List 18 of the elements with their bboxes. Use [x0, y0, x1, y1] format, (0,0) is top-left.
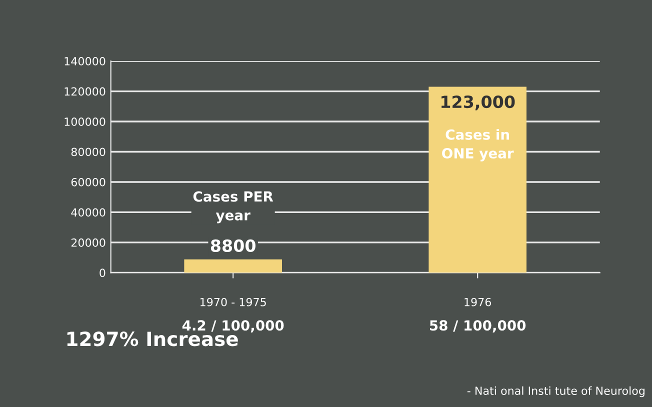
text: 58 / 100,000: [430, 320, 526, 332]
text: 4.2 / 100,000: [182, 320, 284, 332]
y-tick-label: 60000: [71, 178, 106, 186]
y-tick-label: 0: [100, 268, 106, 278]
y-tick-label: 40000: [71, 208, 106, 217]
data-label: 8800: [210, 239, 256, 252]
y-tick-label: 20000: [71, 238, 106, 247]
y-tick-label: 120000: [64, 87, 106, 96]
annotation: Cases PER year: [193, 191, 274, 224]
text: - Nati onal Insti tute of Neurolog: [467, 386, 644, 398]
y-tick-label: 80000: [71, 148, 106, 156]
annotation: Cases in ONE year: [442, 129, 514, 162]
y-tick-label: 140000: [64, 57, 106, 66]
data-label: 123,000: [442, 96, 515, 110]
x-tick-label: 1976: [464, 298, 492, 306]
y-tick-label: 100000: [64, 117, 106, 126]
text: 1297% Increase: [67, 332, 238, 346]
x-tick-label: 1970 - 1975: [200, 298, 266, 306]
